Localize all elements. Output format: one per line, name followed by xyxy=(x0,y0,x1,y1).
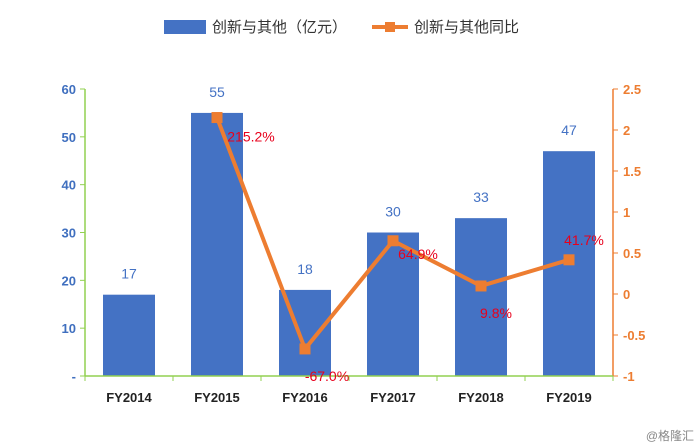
x-tick-label-FY2015: FY2015 xyxy=(194,390,240,405)
yoy-label-FY2017: 64.9% xyxy=(398,246,438,262)
yoy-marker-FY2016 xyxy=(299,343,311,355)
bar-label-FY2017: 30 xyxy=(385,204,401,220)
right-tick-label: -1 xyxy=(623,369,635,384)
right-tick-label: 1 xyxy=(623,205,630,220)
bar-label-FY2019: 47 xyxy=(561,122,577,138)
yoy-marker-FY2017 xyxy=(387,235,399,247)
bar-label-FY2016: 18 xyxy=(297,261,313,277)
left-tick-label: 40 xyxy=(62,178,76,193)
legend-bar-label: 创新与其他（亿元） xyxy=(212,19,347,36)
left-tick-label: 30 xyxy=(62,226,76,241)
x-tick-label-FY2019: FY2019 xyxy=(546,390,592,405)
watermark: @格隆汇 xyxy=(646,428,694,443)
yoy-marker-FY2019 xyxy=(563,254,575,266)
x-tick-label-FY2014: FY2014 xyxy=(106,390,152,405)
bar-FY2018 xyxy=(455,218,507,376)
legend-line-label: 创新与其他同比 xyxy=(414,19,519,36)
legend: 创新与其他（亿元） 创新与其他同比 xyxy=(164,19,519,36)
left-tick-label: - xyxy=(72,369,76,384)
yoy-marker-FY2018 xyxy=(475,280,487,292)
left-tick-label: 20 xyxy=(62,273,76,288)
right-tick-label: 0.5 xyxy=(623,246,641,261)
bar-label-FY2018: 33 xyxy=(473,189,489,205)
left-tick-label: 50 xyxy=(62,130,76,145)
right-tick-label: 2.5 xyxy=(623,82,641,97)
legend-line-marker xyxy=(385,22,395,32)
bar-FY2014 xyxy=(103,294,155,376)
yoy-label-FY2015: 215.2% xyxy=(227,129,274,145)
yoy-label-FY2018: 9.8% xyxy=(480,305,512,321)
left-tick-label: 10 xyxy=(62,321,76,336)
yoy-label-FY2016: -67.0% xyxy=(305,368,349,384)
legend-bar-swatch xyxy=(164,20,206,34)
left-tick-label: 60 xyxy=(62,82,76,97)
bar-label-FY2014: 17 xyxy=(121,266,137,282)
right-tick-label: 0 xyxy=(623,287,630,302)
yoy-label-FY2019: 41.7% xyxy=(564,232,604,248)
x-tick-label-FY2017: FY2017 xyxy=(370,390,416,405)
x-tick-label-FY2016: FY2016 xyxy=(282,390,328,405)
right-tick-label: 2 xyxy=(623,123,630,138)
right-tick-label: 1.5 xyxy=(623,164,641,179)
bar-FY2015 xyxy=(191,112,243,377)
yoy-marker-FY2015 xyxy=(211,112,223,124)
bar-label-FY2015: 55 xyxy=(209,84,225,100)
x-tick-label-FY2018: FY2018 xyxy=(458,390,504,405)
bar-FY2017 xyxy=(367,232,419,376)
right-tick-label: -0.5 xyxy=(623,328,645,343)
